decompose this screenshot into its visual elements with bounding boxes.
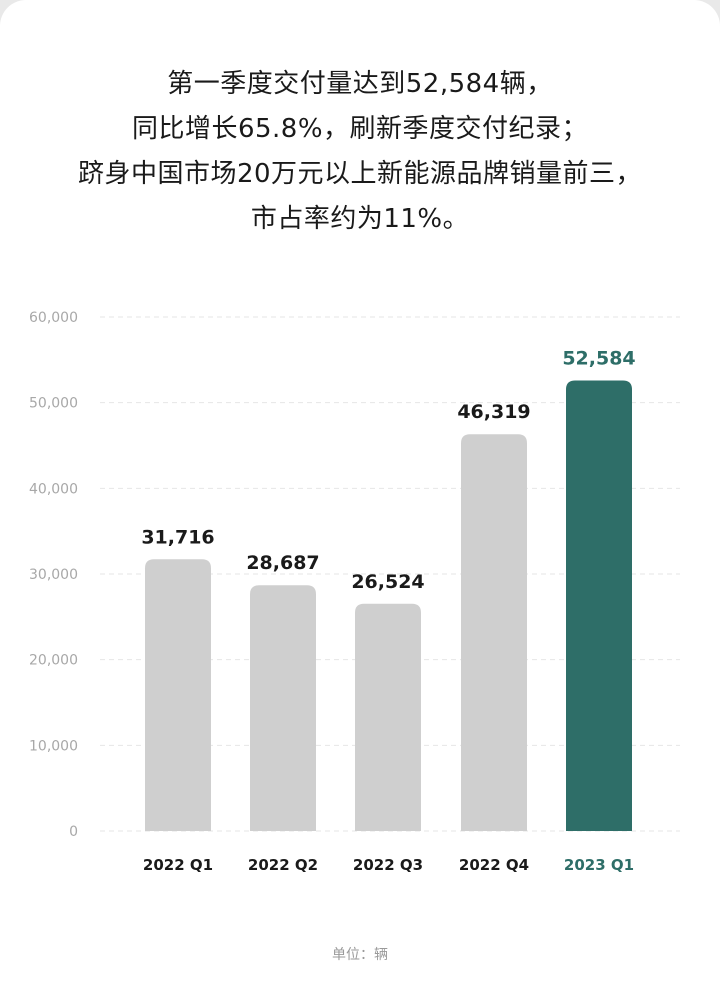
headline-line-4: 市占率约为11%。 — [250, 204, 470, 234]
bar — [566, 380, 632, 831]
x-category-label: 2022 Q1 — [143, 856, 213, 874]
bar-value-label: 31,716 — [141, 526, 214, 548]
headline-line-2: 同比增长65.8%，刷新季度交付纪录； — [131, 114, 589, 144]
y-tick-label: 0 — [69, 824, 78, 840]
bar-value-label: 28,687 — [246, 552, 319, 574]
y-tick-label: 10,000 — [29, 738, 78, 754]
y-tick-label: 40,000 — [29, 481, 78, 497]
bar — [461, 434, 527, 831]
y-tick-label: 30,000 — [29, 567, 78, 583]
headline: 第一季度交付量达到52,584辆， 同比增长65.8%，刷新季度交付纪录； 跻身… — [0, 62, 720, 242]
x-category-label: 2022 Q3 — [353, 856, 423, 874]
y-tick-label: 60,000 — [29, 310, 78, 326]
headline-line-1: 第一季度交付量达到52,584辆， — [167, 69, 553, 99]
bar-value-label: 52,584 — [562, 348, 635, 370]
bar-value-label: 46,319 — [457, 401, 530, 423]
unit-note: 单位：辆 — [332, 947, 388, 963]
x-category-label: 2022 Q4 — [459, 856, 529, 874]
bar-value-label: 26,524 — [351, 571, 424, 593]
x-category-label: 2022 Q2 — [248, 856, 318, 874]
x-category-label: 2023 Q1 — [564, 856, 634, 874]
headline-line-3: 跻身中国市场20万元以上新能源品牌销量前三， — [77, 159, 643, 189]
y-tick-label: 20,000 — [29, 653, 78, 669]
y-tick-label: 50,000 — [29, 396, 78, 412]
deliveries-bar-chart: 0 10,000 20,000 30,000 40,000 50,000 60,000 31,… — [29, 310, 680, 874]
bar — [355, 603, 421, 831]
bar — [145, 559, 211, 831]
bar — [250, 585, 316, 831]
